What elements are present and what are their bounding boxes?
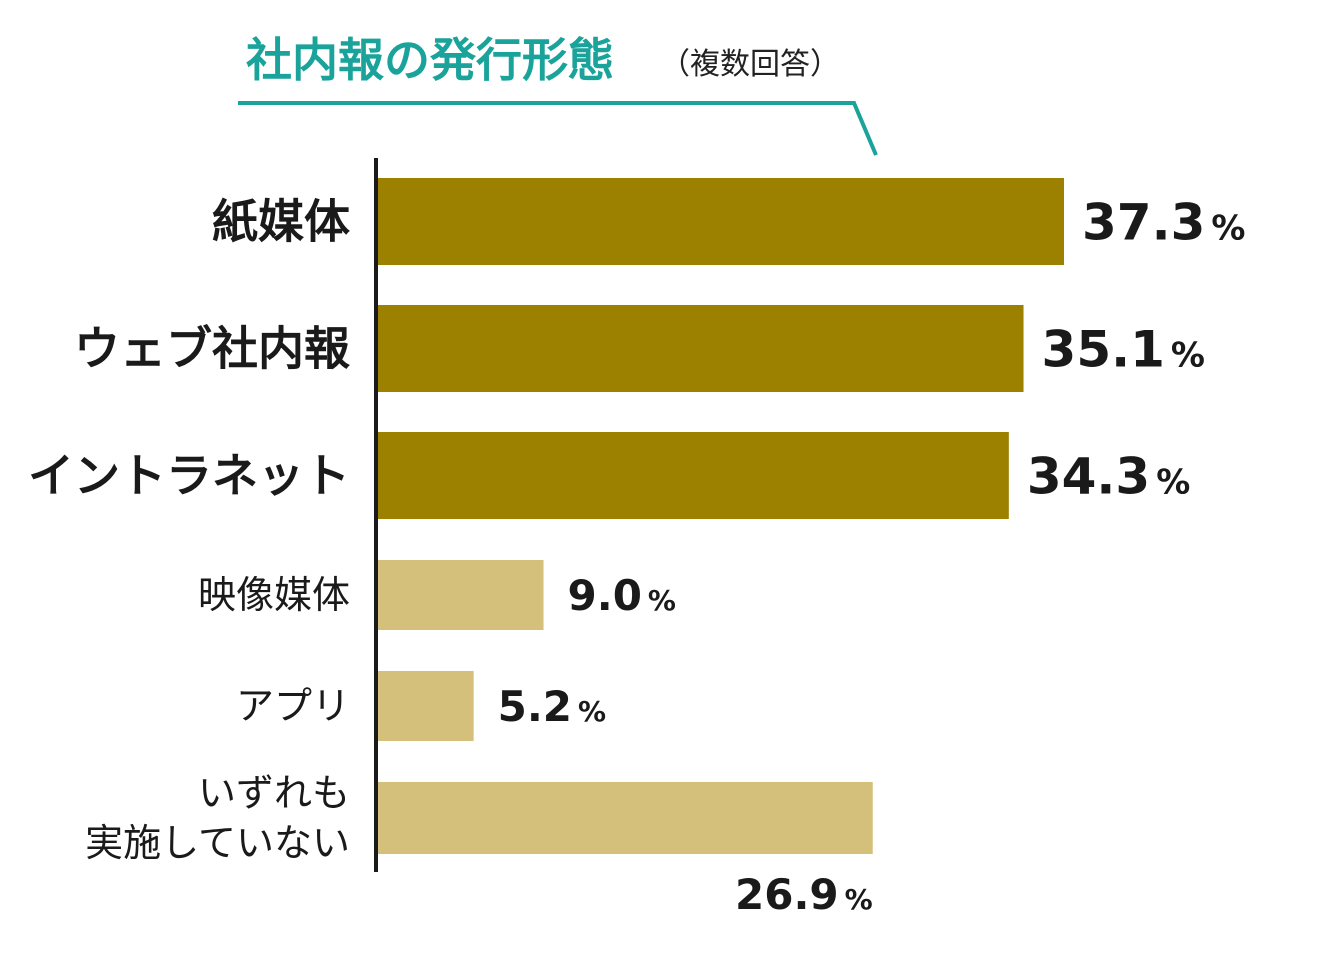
value-label-5: 26.9%	[735, 870, 873, 919]
value-label-1: 35.1%	[1042, 321, 1205, 379]
value-label-3: 9.0%	[568, 571, 676, 620]
bar-0	[378, 178, 1064, 265]
bar-5	[378, 782, 873, 854]
value-label-4: 5.2%	[498, 682, 606, 731]
bar-3	[378, 560, 544, 630]
category-label-5-line-1: 実施していない	[85, 821, 350, 865]
category-label-1: ウェブ社内報	[74, 322, 350, 376]
category-label-2: イントラネット	[28, 449, 350, 503]
value-labels: 37.3 % 35.1 % 34.3 % 9.0 % 5.2 % 26.9%	[498, 194, 1246, 920]
category-label-4: アプリ	[236, 684, 350, 728]
title-underline	[238, 101, 878, 156]
bar-1	[378, 305, 1024, 392]
category-label-0: 紙媒体	[212, 195, 350, 249]
bar-4	[378, 671, 474, 741]
category-label-3: 映像媒体	[198, 573, 350, 617]
chart-subtitle: （複数回答）	[660, 47, 840, 82]
bar-2	[378, 432, 1009, 519]
value-label-0: 37.3%	[1082, 194, 1245, 252]
category-label-5-line-0: いずれも	[198, 771, 350, 815]
chart-title: 社内報の発行形態 （複数回答）	[238, 33, 878, 156]
bars-layer	[378, 178, 1064, 854]
chart-title-main: 社内報の発行形態	[246, 33, 614, 87]
value-label-2: 34.3%	[1027, 448, 1190, 506]
